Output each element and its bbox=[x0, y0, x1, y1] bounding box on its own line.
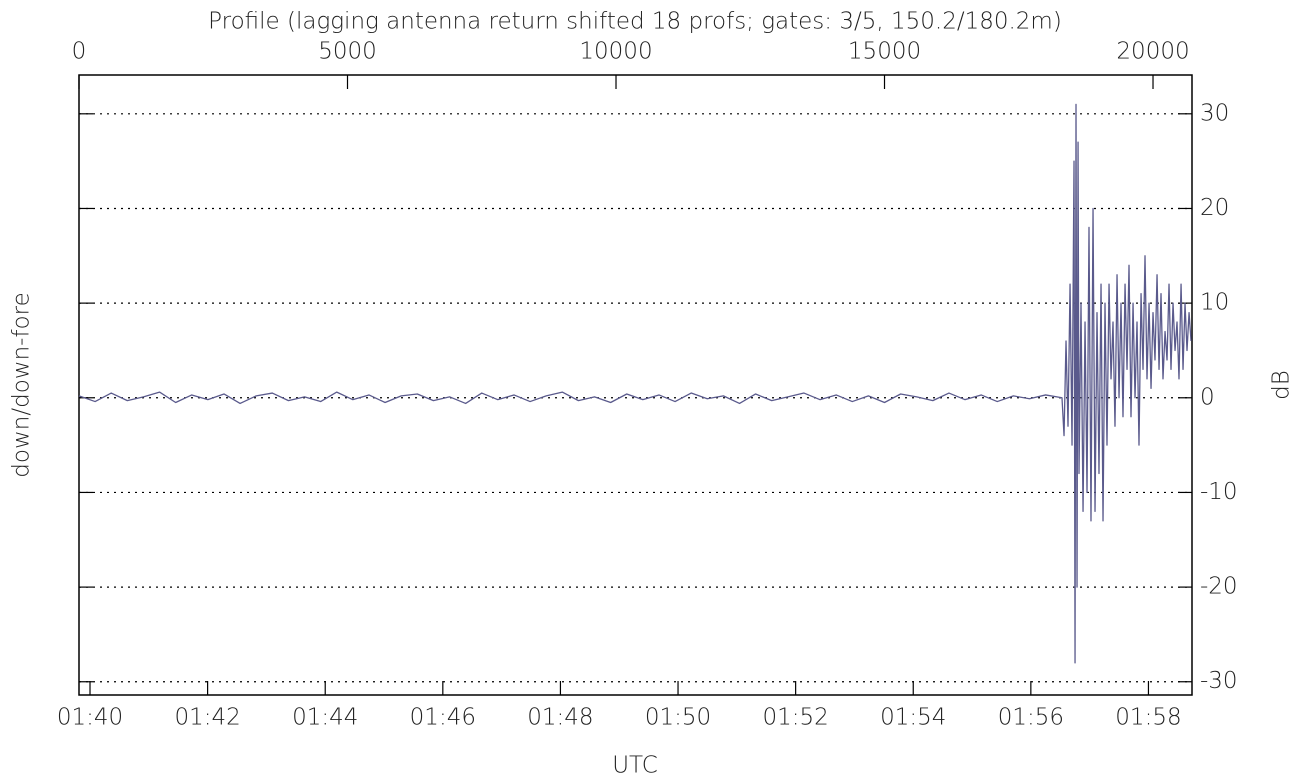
x2-tick-label: 01:56 bbox=[998, 705, 1064, 731]
x-tick-label: 0 bbox=[72, 39, 87, 65]
data-line bbox=[78, 103, 1192, 664]
y-axis-label: down/down-fore bbox=[9, 292, 35, 477]
x2-tick-label: 01:44 bbox=[292, 705, 358, 731]
y2-tick-label: -30 bbox=[1200, 668, 1238, 694]
x-tick-label: 20000 bbox=[1116, 39, 1189, 65]
y2-tick-label: 10 bbox=[1200, 290, 1229, 316]
x2-tick-label: 01:58 bbox=[1115, 705, 1181, 731]
x2-tick-label: 01:48 bbox=[527, 705, 593, 731]
x2-tick-label: 01:50 bbox=[645, 705, 711, 731]
x2-tick-label: 01:46 bbox=[410, 705, 476, 731]
plot-frame bbox=[78, 74, 1193, 696]
x2-tick-label: 01:54 bbox=[880, 705, 946, 731]
y2-tick-label: 20 bbox=[1200, 195, 1229, 221]
x-tick-label: 10000 bbox=[579, 39, 652, 65]
y2-tick-label: 30 bbox=[1200, 100, 1229, 126]
x-tick-label: 5000 bbox=[318, 39, 377, 65]
y2-tick-label: -10 bbox=[1200, 479, 1238, 505]
x2-tick-label: 01:42 bbox=[174, 705, 240, 731]
x2-tick-label: 01:52 bbox=[762, 705, 828, 731]
x2-tick-label: 01:40 bbox=[57, 705, 123, 731]
y2-axis-label: dB bbox=[1269, 370, 1295, 400]
y2-tick-label: 0 bbox=[1200, 384, 1215, 410]
y2-tick-label: -20 bbox=[1200, 574, 1238, 600]
x-axis-label: UTC bbox=[612, 753, 658, 779]
chart-title: Profile (lagging antenna return shifted … bbox=[208, 9, 1062, 35]
x-tick-label: 15000 bbox=[848, 39, 921, 65]
